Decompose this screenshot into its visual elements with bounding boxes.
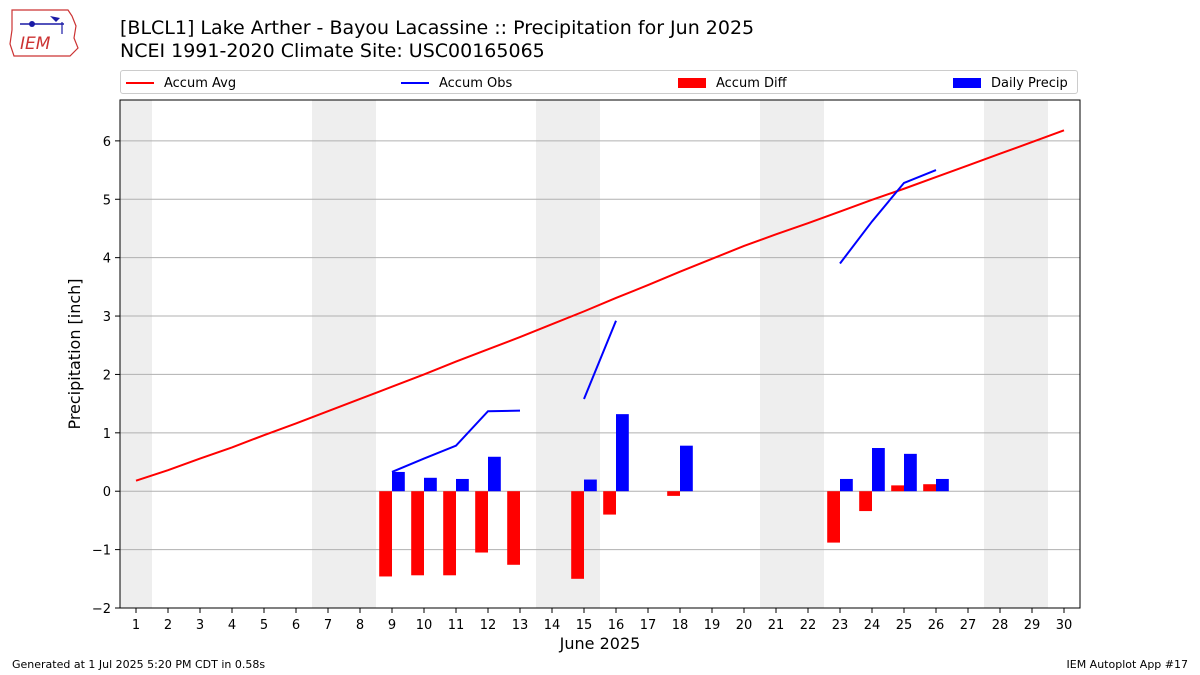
- x-tick-label: 18: [672, 618, 689, 633]
- legend-label-accum-obs: Accum Obs: [439, 75, 513, 91]
- accum-diff-bar: [571, 491, 584, 579]
- legend-label-accum-avg: Accum Avg: [164, 75, 237, 91]
- legend-swatch-daily-precip: [953, 78, 981, 88]
- x-tick-label: 22: [800, 618, 817, 633]
- x-tick-label: 2: [164, 618, 172, 633]
- y-tick-label: −2: [92, 602, 111, 617]
- y-tick-label: 0: [103, 485, 111, 500]
- x-tick-label: 5: [260, 618, 268, 633]
- daily-precip-bar: [680, 445, 693, 492]
- weekend-shade: [760, 100, 824, 608]
- x-tick-label: 6: [292, 618, 300, 633]
- chart-subtitle: NCEI 1991-2020 Climate Site: USC00165065: [120, 40, 545, 62]
- daily-precip-bar: [840, 478, 853, 492]
- daily-precip-bar: [424, 477, 437, 492]
- accum-obs-line: [583, 320, 617, 400]
- accum-diff-bar: [859, 491, 872, 512]
- x-tick-label: 11: [448, 618, 465, 633]
- x-tick-label: 13: [512, 618, 529, 633]
- daily-precip-bar: [456, 478, 469, 492]
- y-tick-label: 2: [103, 368, 111, 383]
- x-tick-label: 1: [132, 618, 140, 633]
- weekend-shade: [120, 100, 152, 608]
- x-tick-label: 30: [1056, 618, 1073, 633]
- footer-generated: Generated at 1 Jul 2025 5:20 PM CDT in 0…: [12, 658, 266, 671]
- y-tick-label: −1: [92, 544, 111, 559]
- x-tick-label: 15: [576, 618, 593, 633]
- daily-precip-bar: [872, 448, 885, 492]
- x-tick-label: 26: [928, 618, 945, 633]
- accum-diff-bar: [891, 485, 904, 492]
- y-tick-label: 4: [103, 252, 111, 267]
- daily-precip-bar: [904, 453, 917, 492]
- accum-obs-line: [391, 409, 521, 473]
- accum-diff-bar: [827, 491, 840, 543]
- legend-swatch-accum-avg: [126, 82, 154, 84]
- legend-item-accum-avg: Accum Avg: [126, 74, 236, 92]
- legend-item-daily-precip: Daily Precip: [953, 74, 1068, 92]
- daily-precip-bar: [936, 478, 949, 492]
- daily-precip-bar: [392, 471, 405, 492]
- x-tick-label: 14: [544, 618, 561, 633]
- x-tick-label: 12: [480, 618, 497, 633]
- daily-precip-bar: [584, 479, 597, 492]
- x-tick-label: 10: [416, 618, 433, 633]
- x-tick-label: 17: [640, 618, 657, 633]
- accum-obs-line: [839, 169, 937, 265]
- y-tick-label: 3: [103, 310, 111, 325]
- y-tick-label: 1: [103, 427, 111, 442]
- x-tick-label: 7: [324, 618, 332, 633]
- x-tick-label: 9: [388, 618, 396, 633]
- accum-diff-bar: [475, 491, 488, 553]
- y-tick-label: 5: [103, 193, 111, 208]
- weekend-shade: [536, 100, 600, 608]
- footer-app: IEM Autoplot App #17: [1066, 658, 1189, 671]
- accum-diff-bar: [443, 491, 456, 576]
- legend-item-accum-obs: Accum Obs: [401, 74, 512, 92]
- accum-diff-bar: [603, 491, 616, 515]
- weekend-shade: [312, 100, 376, 608]
- chart-title: [BLCL1] Lake Arther - Bayou Lacassine ::…: [120, 17, 755, 39]
- x-tick-label: 8: [356, 618, 364, 633]
- y-tick-label: 6: [103, 135, 111, 150]
- x-tick-label: 23: [832, 618, 849, 633]
- weekend-shade: [984, 100, 1048, 608]
- daily-precip-bar: [488, 456, 501, 492]
- logo-text: IEM: [20, 34, 51, 54]
- legend-swatch-accum-diff: [678, 78, 706, 88]
- accum-diff-bar: [507, 491, 520, 565]
- accum-avg-line: [135, 129, 1065, 482]
- x-tick-label: 27: [960, 618, 977, 633]
- y-axis-label: Precipitation [inch]: [65, 278, 84, 429]
- accum-diff-bar: [379, 491, 392, 577]
- x-tick-label: 25: [896, 618, 913, 633]
- x-tick-label: 16: [608, 618, 625, 633]
- plot-frame: [119, 99, 1081, 609]
- legend-label-daily-precip: Daily Precip: [991, 75, 1068, 91]
- legend-label-accum-diff: Accum Diff: [716, 75, 787, 91]
- daily-precip-bar: [616, 414, 629, 492]
- legend-swatch-accum-obs: [401, 82, 429, 84]
- x-tick-label: 24: [864, 618, 881, 633]
- x-tick-label: 19: [704, 618, 721, 633]
- x-tick-label: 28: [992, 618, 1009, 633]
- x-tick-label: 4: [228, 618, 236, 633]
- x-tick-label: 3: [196, 618, 204, 633]
- accum-diff-bar: [667, 491, 680, 496]
- accum-diff-bar: [923, 484, 936, 492]
- chart-legend: Accum Avg Accum Obs Accum Diff Daily Pre…: [120, 70, 1078, 94]
- legend-item-accum-diff: Accum Diff: [678, 74, 787, 92]
- accum-diff-bar: [411, 491, 424, 576]
- iem-logo: IEM: [6, 4, 82, 64]
- x-axis-label: June 2025: [559, 634, 641, 653]
- x-tick-label: 20: [736, 618, 753, 633]
- x-tick-label: 29: [1024, 618, 1041, 633]
- x-tick-label: 21: [768, 618, 785, 633]
